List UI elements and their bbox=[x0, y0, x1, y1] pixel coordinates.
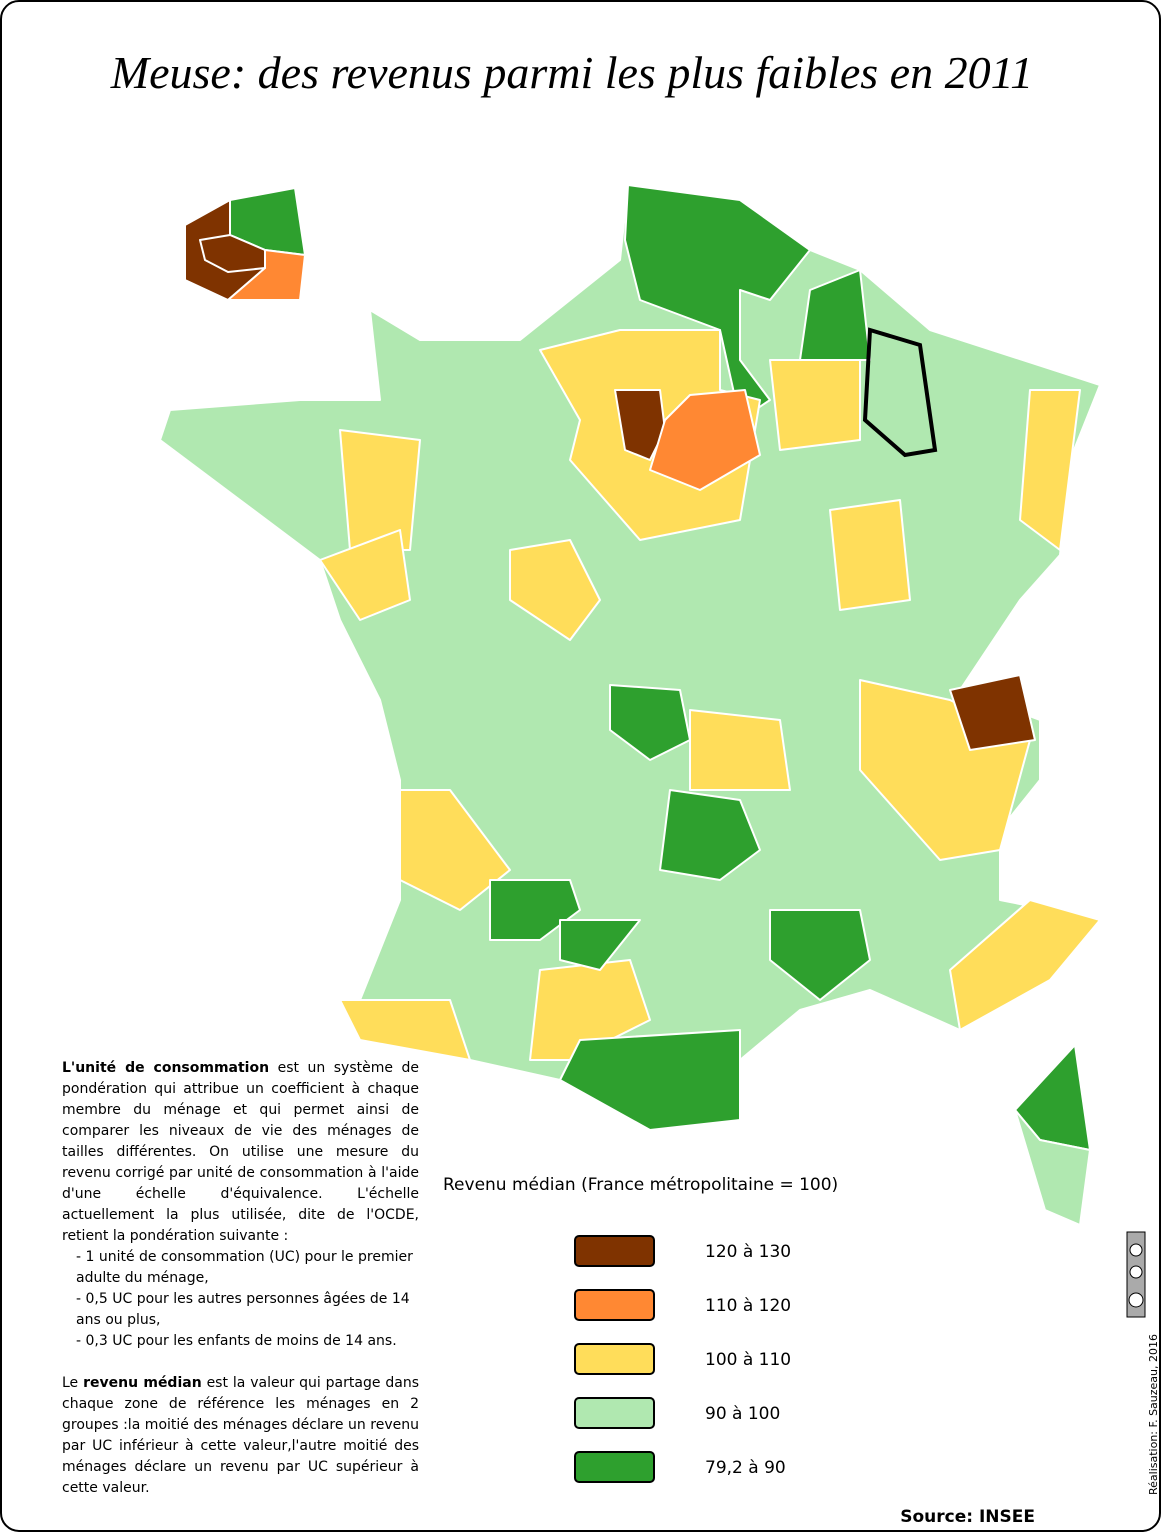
region bbox=[829, 499, 911, 611]
corsica bbox=[1014, 1109, 1091, 1226]
meuse-outline bbox=[862, 327, 938, 458]
region bbox=[609, 684, 691, 761]
region bbox=[1019, 389, 1081, 551]
note-paragraph: L'unité de consommation est un système d… bbox=[62, 1058, 419, 1247]
license-badge bbox=[1126, 1231, 1146, 1318]
note-text: est un système de pondération qui attrib… bbox=[62, 1060, 419, 1244]
credit: Réalisation: F. Sauzeau, 2016 bbox=[1147, 1334, 1160, 1495]
title: Meuse: des revenus parmi les plus faible… bbox=[110, 47, 1033, 98]
region bbox=[949, 674, 1036, 751]
map bbox=[159, 184, 1101, 1226]
note-text: est la valeur qui partage dans chaque zo… bbox=[62, 1375, 419, 1496]
legend-label: 90 à 100 bbox=[705, 1404, 780, 1424]
legend-swatch bbox=[574, 1343, 655, 1375]
region bbox=[339, 429, 421, 551]
bullet: - 0,5 UC pour les autres personnes âgées… bbox=[76, 1291, 410, 1328]
legend-label: 120 à 130 bbox=[705, 1242, 791, 1262]
region bbox=[399, 789, 511, 911]
region bbox=[339, 999, 471, 1061]
legend-swatch bbox=[574, 1235, 655, 1267]
region bbox=[769, 359, 861, 451]
term: revenu médian bbox=[83, 1375, 202, 1391]
region bbox=[624, 184, 811, 421]
bullet: - 0,3 UC pour les enfants de moins de 14… bbox=[76, 1333, 397, 1349]
note-text: Le bbox=[62, 1375, 84, 1391]
legend-label: 100 à 110 bbox=[705, 1350, 791, 1370]
region bbox=[949, 899, 1101, 1031]
legend-title: Revenu médian (France métropolitaine = 1… bbox=[443, 1175, 838, 1195]
legend-swatch bbox=[574, 1451, 655, 1483]
legend-label: 79,2 à 90 bbox=[705, 1458, 786, 1478]
term: L'unité de consommation bbox=[62, 1060, 270, 1076]
legend: 120 à 130 110 à 120 100 à 110 90 à 100 79,2 … bbox=[574, 1235, 791, 1483]
source: Source: INSEE bbox=[900, 1507, 1035, 1527]
legend-label: 110 à 120 bbox=[705, 1296, 791, 1316]
note-paragraph: Le revenu médian est la valeur qui parta… bbox=[62, 1373, 419, 1499]
region bbox=[659, 789, 761, 881]
region bbox=[509, 539, 601, 641]
region bbox=[319, 529, 411, 621]
legend-swatch bbox=[574, 1289, 655, 1321]
region bbox=[649, 389, 761, 491]
bullet: - 1 unité de consommation (UC) pour le p… bbox=[76, 1249, 413, 1286]
region bbox=[559, 919, 641, 971]
legend-swatch bbox=[574, 1397, 655, 1429]
region bbox=[559, 1029, 741, 1131]
inset-region bbox=[199, 234, 266, 273]
region bbox=[769, 909, 871, 1001]
notes: L'unité de consommation est un système d… bbox=[62, 1058, 419, 1499]
region bbox=[689, 709, 791, 791]
